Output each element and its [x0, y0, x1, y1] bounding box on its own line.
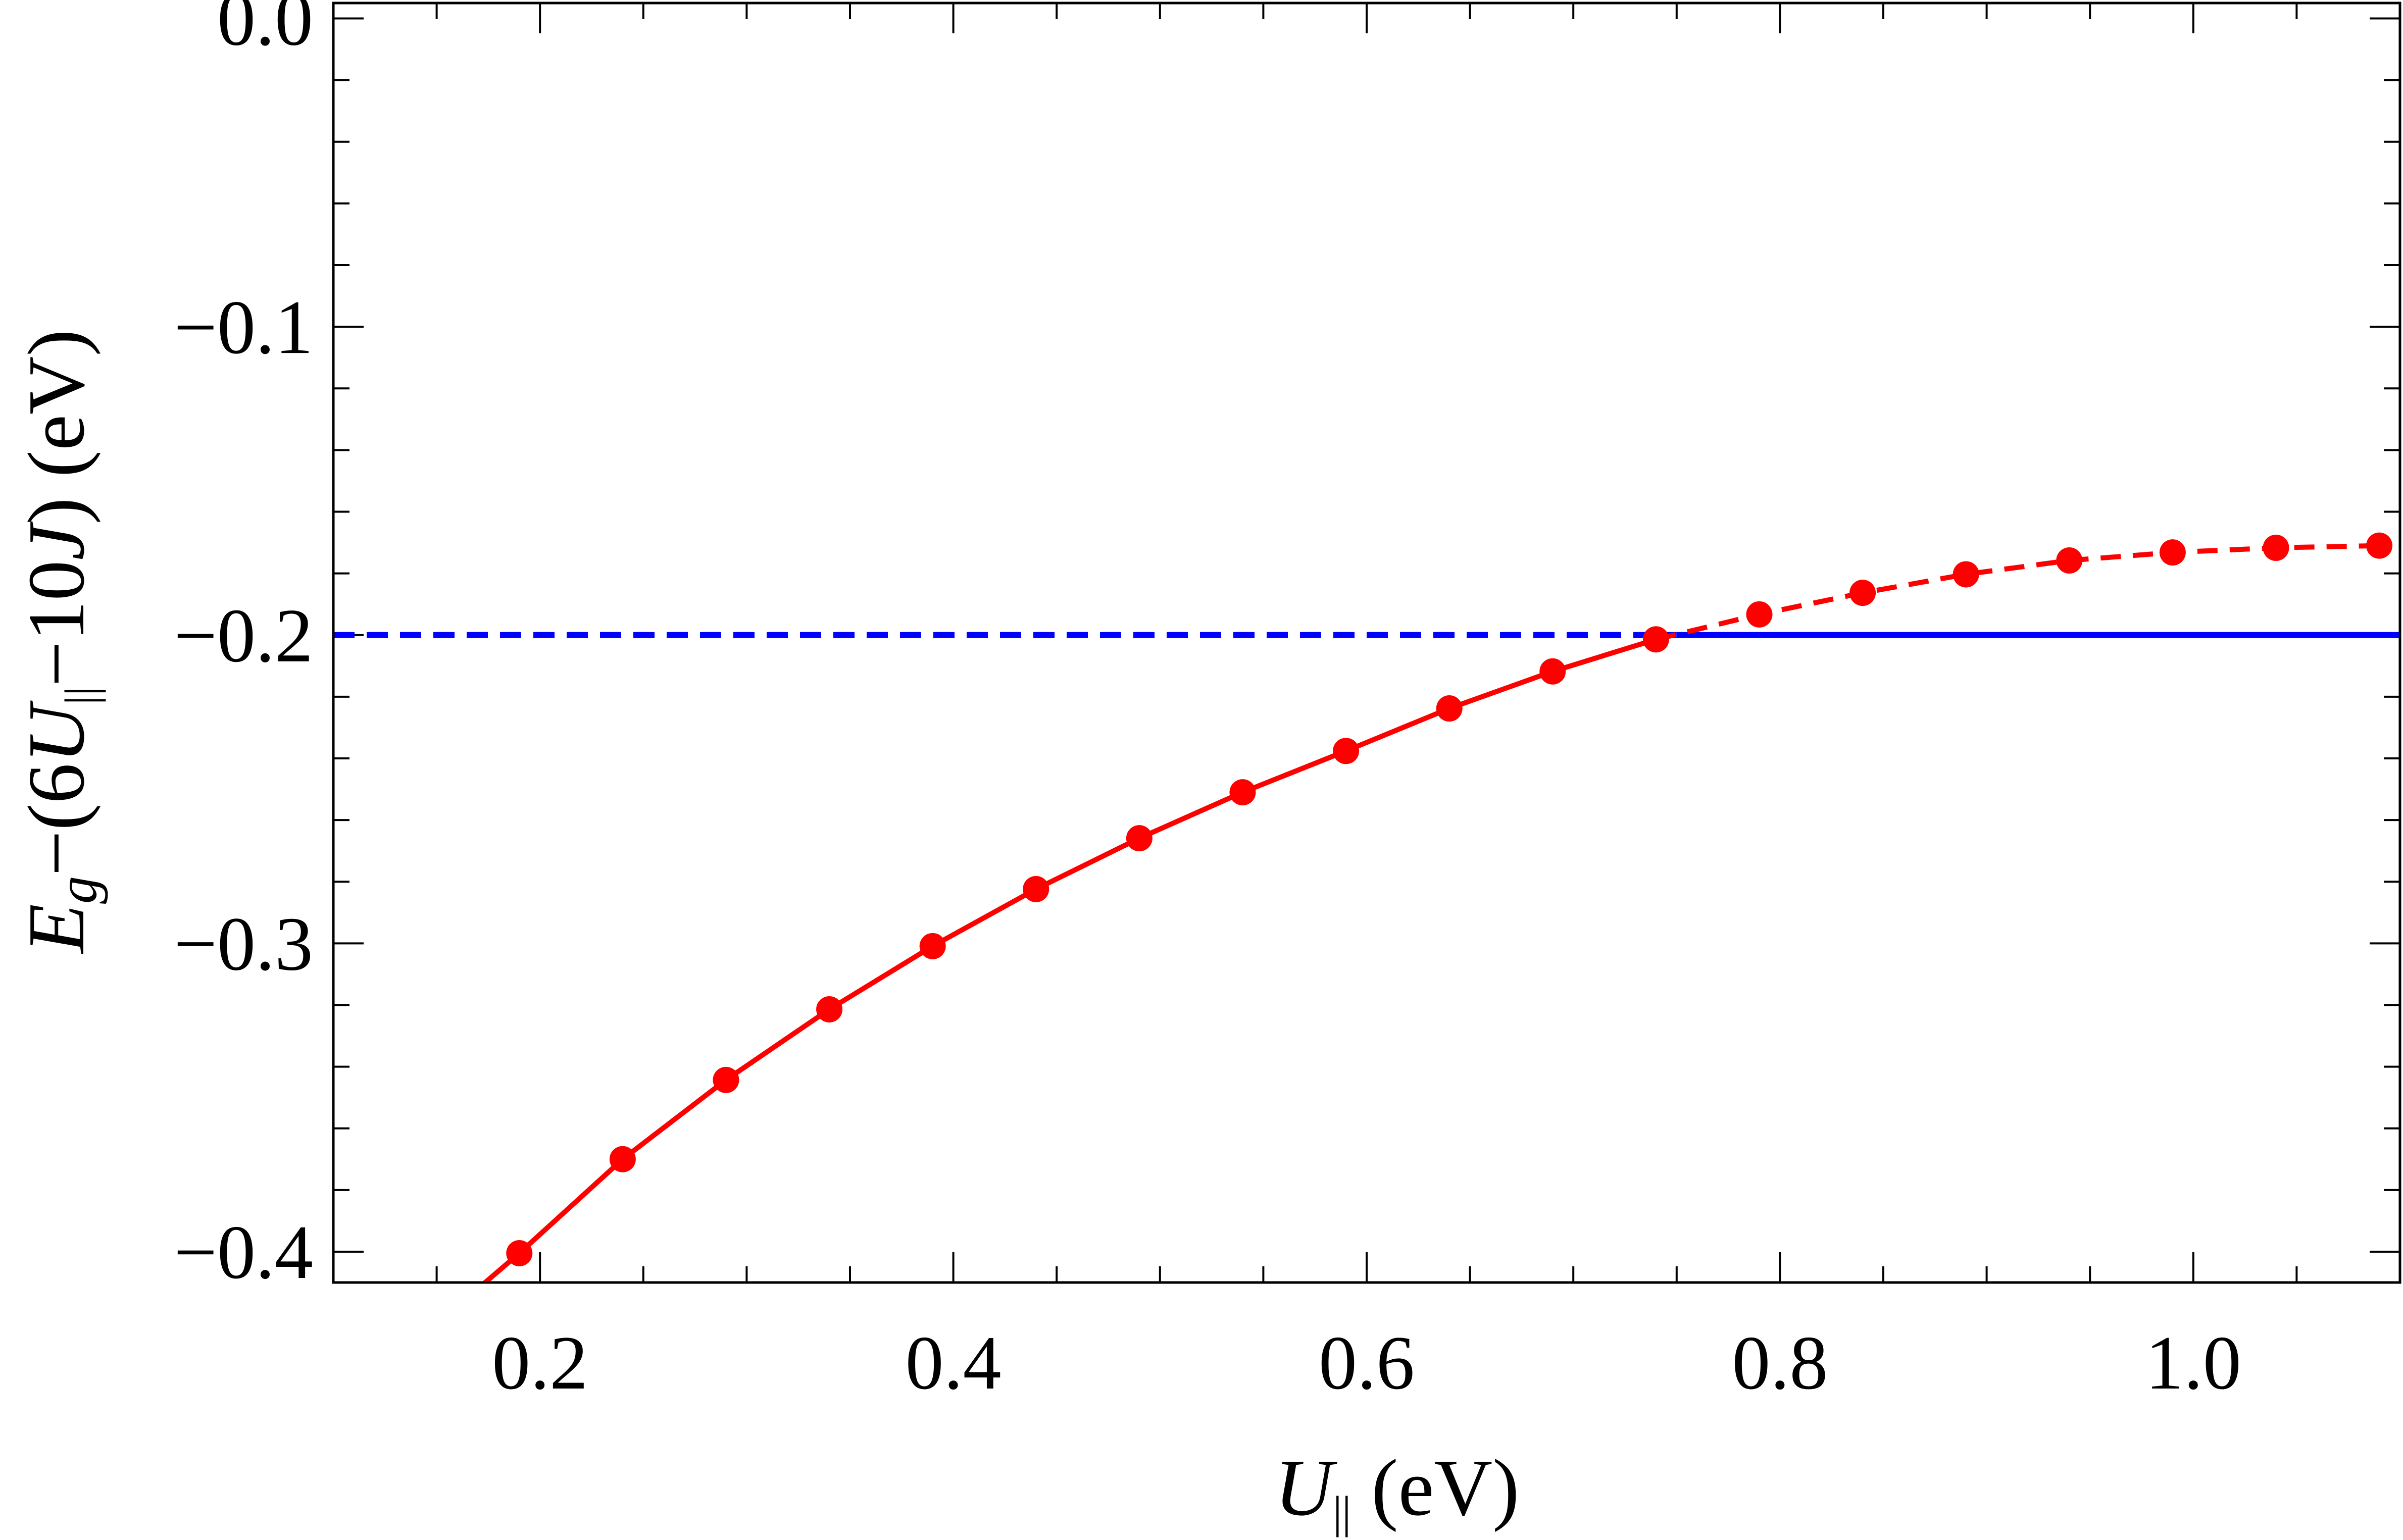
- data-point: [816, 996, 843, 1023]
- x-axis-title-variable: U: [1275, 1443, 1338, 1532]
- data-point: [2056, 547, 2083, 574]
- data-point: [1746, 601, 1773, 628]
- data-point: [1436, 695, 1463, 722]
- data-point: [1126, 825, 1153, 852]
- data-point: [1642, 626, 1669, 653]
- data-point: [713, 1066, 739, 1093]
- plot-frame: [332, 2, 2401, 1284]
- y-axis-title-e: E: [11, 904, 101, 954]
- data-point: [609, 1146, 636, 1172]
- y-tick-label: 0.0: [217, 0, 313, 62]
- y-tick-label: −0.3: [174, 901, 313, 986]
- ticks: [332, 3, 2401, 1282]
- y-axis-title-g: g: [46, 876, 108, 904]
- x-axis-title: U|| (eV): [1275, 1443, 1520, 1537]
- y-axis-title-mid: −(6: [11, 763, 101, 877]
- data-point: [2159, 539, 2186, 566]
- x-tick-label: 1.0: [2145, 1320, 2241, 1405]
- tick-labels: 0.2 0.4 0.6 0.8 1.0 0.0 −0.1 −0.2 −0.3 −0.4: [174, 0, 2241, 1405]
- y-tick-label: −0.4: [174, 1210, 313, 1295]
- data-point: [2366, 532, 2393, 559]
- red-dashed-curve: [1655, 543, 2380, 642]
- x-tick-label: 0.6: [1319, 1320, 1415, 1405]
- y-tick-label: −0.2: [174, 593, 313, 678]
- data-point: [506, 1240, 533, 1266]
- y-axis-title-close: ): [11, 497, 101, 524]
- data-point: [1953, 561, 1979, 588]
- y-axis-title-u: U: [11, 700, 101, 763]
- data-point: [919, 933, 946, 959]
- y-axis-title: Eg−(6U||−10J) (eV): [11, 329, 108, 954]
- y-tick-label: −0.1: [174, 285, 313, 370]
- y-axis-title-unit: (eV): [11, 329, 101, 497]
- x-axis-title-unit: (eV): [1351, 1443, 1519, 1532]
- series: [333, 532, 2400, 1282]
- y-axis-title-j: J: [11, 521, 101, 560]
- data-point: [1333, 738, 1360, 764]
- x-axis-title-subscript: ||: [1333, 1487, 1351, 1537]
- y-axis-title-minus10: −10: [11, 560, 101, 687]
- data-point: [1229, 779, 1256, 806]
- data-point: [1849, 580, 1876, 606]
- x-tick-label: 0.2: [492, 1320, 588, 1405]
- y-axis-title-sub: ||: [56, 687, 106, 705]
- data-point: [1539, 658, 1566, 685]
- x-tick-label: 0.8: [1732, 1320, 1828, 1405]
- data-point: [2263, 534, 2289, 561]
- x-tick-label: 0.4: [906, 1320, 1002, 1405]
- plot-area: [333, 532, 2400, 1282]
- data-point: [1023, 876, 1049, 902]
